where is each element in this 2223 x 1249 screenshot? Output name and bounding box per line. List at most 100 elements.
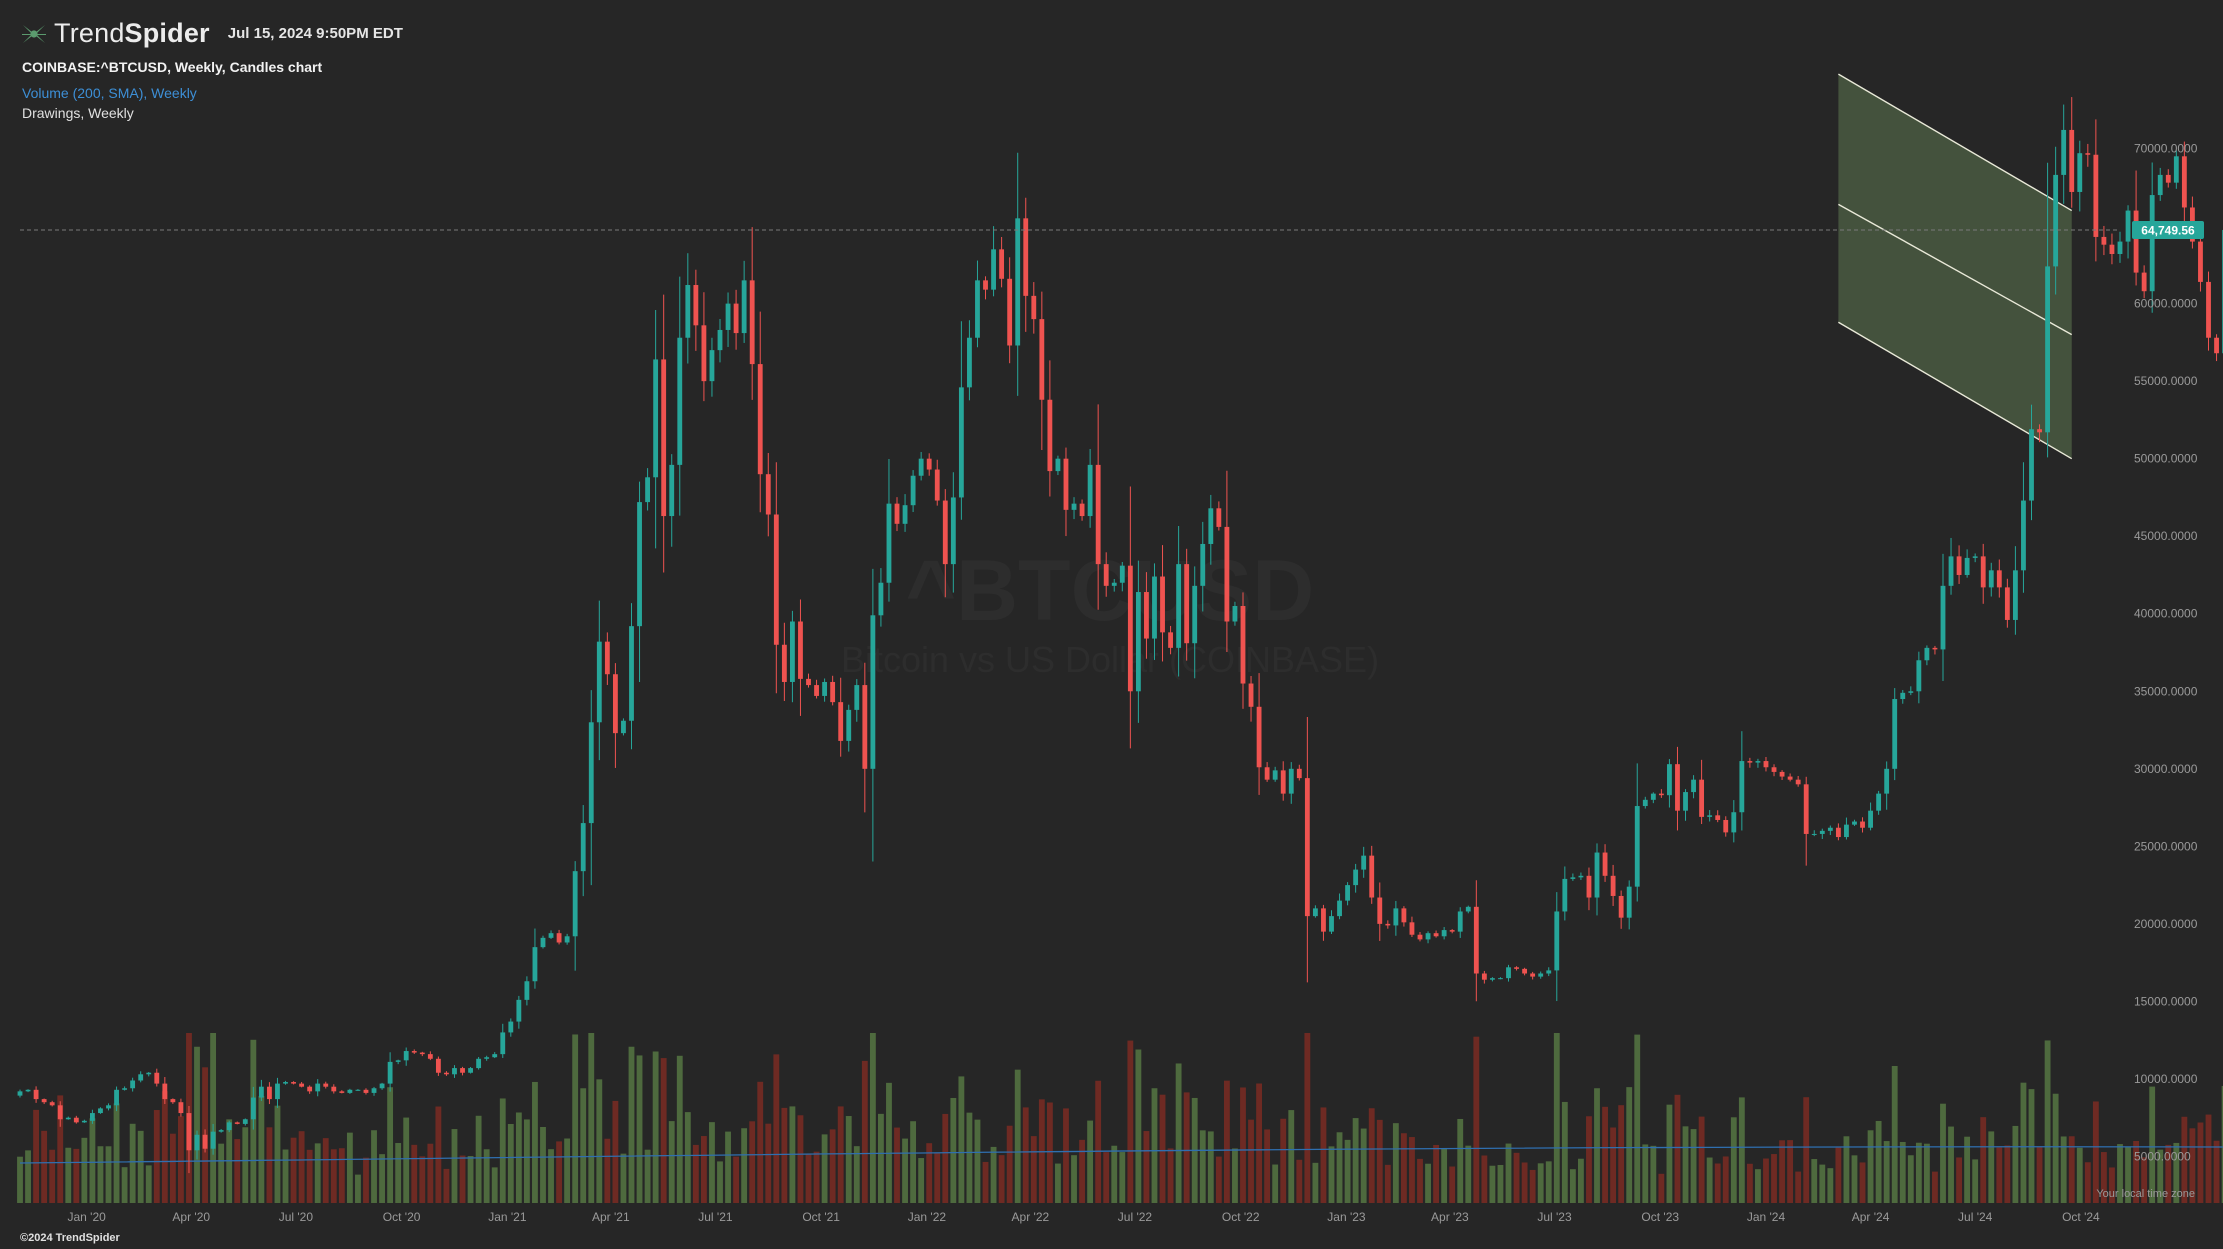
candle-body [460,1068,465,1073]
candle-body [902,505,908,524]
volume-bar [604,1138,611,1203]
channel-drawing[interactable] [1838,73,2073,460]
candle-body [1248,683,1254,707]
timezone-label[interactable]: Your local time zone [2096,1188,2195,1200]
y-tick-label: 10000.0000 [2134,1072,2198,1086]
volume-bar [1883,1141,1890,1203]
candle-body [1715,815,1721,820]
candle-body [1465,906,1471,912]
volume-bar [2092,1101,2099,1203]
candle-body [1594,852,1600,898]
volume-bar [435,1106,442,1203]
last-price-label: 64,749.56 [2141,223,2195,237]
candle-body [73,1117,79,1123]
volume-bar [709,1122,715,1203]
candle-body [1473,906,1479,974]
candle-body [234,1122,240,1124]
volume-bar [894,1127,900,1203]
candle-body [154,1072,160,1084]
candle-body [773,514,779,645]
watermark-name: Bitcoin vs US Dollar (COINBASE) [841,639,1379,680]
candle-body [2029,429,2034,501]
volume-bar [990,1146,997,1203]
volume-bar [1030,1136,1037,1203]
volume-bar [636,1055,643,1203]
x-tick-label: Jul '22 [1118,1210,1153,1224]
volume-bar [1827,1168,1834,1203]
volume-bar [1167,1148,1174,1203]
candle-body [1184,564,1190,644]
volume-bar [1199,1130,1206,1203]
candle-body [886,503,892,583]
candle-body [1047,399,1053,472]
candle-body [1417,934,1423,940]
symbol-info[interactable]: COINBASE:^BTCUSD, Weekly, Candles chart [22,59,323,75]
volume-bar [1875,1120,1882,1203]
volume-bar [2189,1128,2196,1203]
candle-body [942,500,948,565]
candle-body [1288,768,1294,794]
candle-body [1103,564,1109,586]
volume-bar [330,1149,337,1203]
y-tick-label: 60000.0000 [2134,297,2198,311]
volume-bar [1473,1036,1480,1203]
volume-bar [644,1149,651,1203]
volume-bar [1175,1063,1182,1203]
volume-bar [1948,1126,1954,1203]
candle-body [1868,810,1873,828]
candle-body [1658,793,1664,796]
volume-bar [1248,1119,1254,1203]
candle-body [637,502,642,627]
candle-body [468,1068,473,1073]
candle-body [1916,660,1922,692]
volume-bar [902,1138,908,1203]
volume-bar [1071,1155,1077,1203]
drawings-label[interactable]: Drawings, Weekly [22,105,134,121]
volume-bar [1594,1088,1600,1203]
candle-body [572,871,578,937]
candle-body [645,477,650,503]
candle-body [444,1072,449,1075]
candle-body [2077,153,2083,192]
candle-body [1490,978,1495,980]
volume-sma-line [19,1146,2223,1164]
candle-body [307,1086,313,1092]
candle-body [1707,815,1713,817]
volume-bar [491,1167,498,1203]
candle-body [371,1088,377,1093]
channel-upper-line [1838,73,2073,212]
candle-body [846,709,852,741]
volume-bar [153,1110,160,1203]
volume-bar [1127,1040,1134,1203]
volume-bar [1328,1146,1335,1203]
volume-bar [1923,1143,1930,1203]
candle-body [2012,570,2018,620]
volume-bar [2117,1144,2123,1203]
volume-bar [2084,1162,2091,1203]
candle-body [508,1021,514,1033]
volume-bar [1706,1157,1713,1203]
volume-bar [757,1081,764,1203]
candle-body [395,1060,401,1062]
candle-body [1554,911,1560,971]
candle-body [532,947,538,982]
candle-body [1240,605,1246,684]
candle-body [41,1099,47,1103]
volume-bar [1264,1129,1271,1203]
candle-body [331,1086,337,1092]
candle-body [918,458,924,476]
y-tick-label: 70000.0000 [2134,142,2198,156]
x-tick-label: Jan '23 [1327,1210,1366,1224]
brand-logo[interactable]: TrendSpider [20,18,210,49]
volume-bar [178,1116,184,1203]
candle-body [1835,827,1841,838]
volume-bar [2221,1085,2223,1203]
volume-bar [306,1149,313,1203]
candle-body [629,626,634,721]
candle-body [596,641,602,723]
volume-indicator-label[interactable]: Volume (200, SMA), Weekly [22,85,197,101]
brand-name: TrendSpider [54,18,210,49]
channel-fill [1838,74,2072,459]
candle-body [1578,875,1584,878]
